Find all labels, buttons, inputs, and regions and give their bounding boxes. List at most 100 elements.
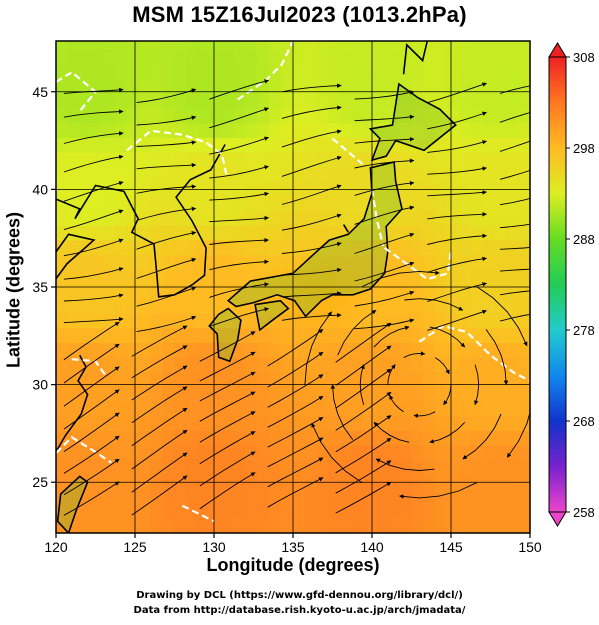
field-cell xyxy=(245,313,258,329)
streamline xyxy=(267,457,324,488)
field-cell xyxy=(221,195,235,212)
field-cell xyxy=(280,518,294,533)
streamline xyxy=(131,325,188,357)
field-cell xyxy=(434,78,448,95)
field-cell xyxy=(114,210,128,226)
field-cell xyxy=(197,151,211,168)
field-cell xyxy=(458,459,472,475)
field-cell xyxy=(91,137,104,153)
streamline xyxy=(403,351,426,359)
field-cell xyxy=(114,327,128,343)
field-cell xyxy=(292,430,306,446)
field-cell xyxy=(280,400,294,417)
field-cell xyxy=(233,444,246,461)
field-cell xyxy=(126,356,140,373)
field-cell xyxy=(423,78,436,95)
field-cell xyxy=(351,49,365,65)
field-cell xyxy=(162,49,175,65)
field-cell xyxy=(494,503,507,519)
field-cell xyxy=(411,356,424,373)
field-cell xyxy=(67,283,80,300)
field-cell xyxy=(91,64,104,80)
field-cell xyxy=(257,327,270,343)
sakhalin-coastline xyxy=(402,41,429,75)
field-cell xyxy=(506,518,519,533)
field-cell xyxy=(375,327,389,343)
field-cell xyxy=(138,151,152,168)
field-cell xyxy=(482,49,495,65)
field-cell xyxy=(245,181,258,197)
field-cell xyxy=(434,181,448,197)
field-cell xyxy=(186,313,199,329)
field-cell xyxy=(304,415,317,431)
field-cell xyxy=(174,269,187,285)
field-cell xyxy=(316,166,329,182)
field-cell xyxy=(103,93,116,109)
field-cell xyxy=(387,254,400,270)
field-cell xyxy=(446,459,460,475)
field-cell xyxy=(269,386,282,402)
field-cell xyxy=(423,64,436,80)
field-cell xyxy=(233,459,246,475)
field-cell xyxy=(67,137,80,153)
field-cell xyxy=(494,108,507,124)
field-cell xyxy=(304,444,317,461)
field-cell xyxy=(91,93,104,109)
field-cell xyxy=(103,342,116,358)
field-cell xyxy=(304,459,317,475)
isotherm-line xyxy=(71,358,108,378)
streamline xyxy=(427,233,487,245)
field-cell xyxy=(387,298,400,314)
field-cell xyxy=(470,225,483,241)
field-cell xyxy=(363,254,377,270)
field-cell xyxy=(269,518,282,533)
field-cell xyxy=(67,49,80,65)
field-cell xyxy=(79,371,92,387)
field-cell xyxy=(446,342,460,358)
field-cell xyxy=(138,239,152,256)
field-cell xyxy=(221,122,235,138)
field-cell xyxy=(186,210,199,226)
china-east-coastline xyxy=(56,354,89,454)
field-cell xyxy=(257,64,270,80)
field-cell xyxy=(162,210,175,226)
field-cell xyxy=(257,225,270,241)
field-cell xyxy=(387,444,400,461)
field-cell xyxy=(458,195,472,212)
field-cell xyxy=(506,78,519,95)
field-cell xyxy=(150,386,163,402)
field-cell xyxy=(257,356,270,373)
field-cell xyxy=(434,64,448,80)
field-cell xyxy=(340,108,353,124)
field-cell xyxy=(340,78,353,95)
field-cell xyxy=(482,400,495,417)
field-cell xyxy=(482,151,495,168)
field-cell xyxy=(423,503,436,519)
field-cell xyxy=(434,108,448,124)
field-cell xyxy=(209,415,223,431)
field-cell xyxy=(494,327,507,343)
field-cell xyxy=(494,239,507,256)
field-cell xyxy=(363,93,377,109)
field-cell xyxy=(91,430,104,446)
grid-lines xyxy=(56,41,530,533)
field-cell xyxy=(470,49,483,65)
field-cell xyxy=(197,488,211,505)
field-cell xyxy=(233,503,246,519)
field-cell xyxy=(423,430,436,446)
field-cell xyxy=(138,137,152,153)
field-cell xyxy=(186,239,199,256)
field-cell xyxy=(245,41,258,51)
field-cell xyxy=(56,78,69,95)
field-cell xyxy=(245,64,258,80)
field-cell xyxy=(482,488,495,505)
field-cell xyxy=(292,195,306,212)
field-cell xyxy=(387,400,400,417)
field-cell xyxy=(494,137,507,153)
field-cell xyxy=(506,225,519,241)
field-cell xyxy=(399,151,412,168)
field-cell xyxy=(174,93,187,109)
field-cell xyxy=(517,269,530,285)
field-cell xyxy=(363,49,377,65)
field-cell xyxy=(328,342,341,358)
